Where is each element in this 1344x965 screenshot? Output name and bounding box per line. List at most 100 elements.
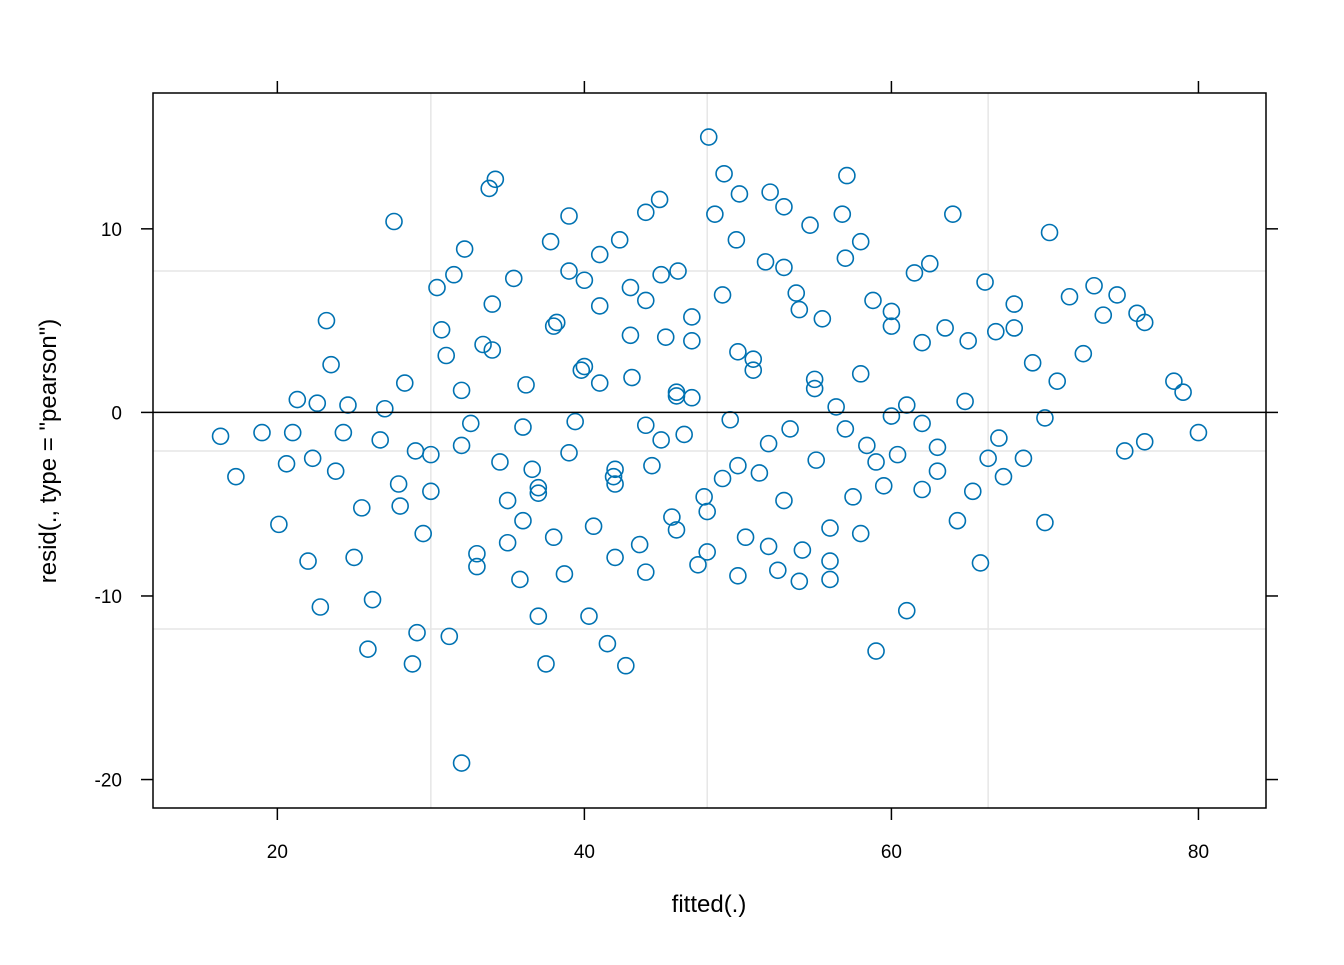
point [744, 361, 763, 379]
point [821, 519, 839, 537]
point [836, 249, 855, 268]
point [474, 335, 492, 354]
point [652, 265, 670, 284]
point [650, 190, 669, 209]
y-tick-label: -10 [95, 587, 122, 608]
point [428, 278, 446, 297]
point [928, 462, 947, 480]
point [801, 216, 819, 234]
point [303, 449, 322, 468]
point [253, 423, 271, 442]
point [775, 258, 793, 277]
point [769, 561, 787, 580]
point [445, 265, 463, 284]
point [452, 436, 471, 455]
point [371, 431, 390, 449]
point [363, 590, 382, 609]
point [756, 253, 775, 271]
point [1174, 383, 1192, 402]
point [897, 601, 916, 620]
point [643, 456, 661, 475]
point [277, 455, 296, 473]
point [560, 262, 578, 280]
point [308, 394, 327, 413]
point [575, 357, 594, 376]
point [511, 570, 529, 589]
point [721, 410, 740, 429]
point [606, 548, 624, 567]
point [1040, 223, 1059, 242]
point [452, 754, 471, 772]
point [928, 438, 947, 457]
point [920, 254, 939, 273]
point [744, 350, 763, 368]
point [352, 499, 371, 517]
point [455, 240, 474, 258]
point [541, 232, 560, 251]
point [833, 205, 852, 223]
point [630, 535, 649, 554]
point [976, 273, 994, 291]
point [729, 456, 747, 475]
point [211, 427, 230, 446]
point [905, 264, 924, 282]
point [675, 425, 693, 444]
point [480, 179, 499, 198]
point [636, 416, 655, 435]
point [948, 511, 967, 530]
y-tick-label: 0 [111, 403, 122, 424]
point [422, 482, 440, 501]
point [1036, 513, 1054, 532]
y-axis-label: resid(., type = "pearson") [35, 319, 62, 584]
point [408, 623, 426, 642]
point [836, 420, 855, 438]
point [781, 420, 799, 438]
point [838, 166, 856, 185]
point [636, 291, 655, 310]
plot-frame [152, 92, 1267, 809]
point [913, 480, 931, 499]
point [652, 431, 670, 449]
point [790, 300, 809, 319]
point [498, 491, 517, 510]
point [851, 365, 870, 383]
point [761, 183, 779, 201]
y-tick-label: -20 [95, 771, 122, 792]
point [790, 572, 809, 591]
point [391, 497, 409, 515]
point [689, 555, 707, 574]
point [359, 640, 377, 659]
point [821, 570, 839, 589]
point [283, 423, 302, 442]
point [1135, 432, 1154, 451]
point [403, 655, 422, 673]
point [598, 634, 617, 653]
point [544, 317, 563, 335]
point [956, 392, 974, 411]
point [575, 271, 594, 290]
point [414, 524, 432, 543]
point [994, 467, 1013, 486]
point [858, 436, 876, 455]
point [636, 563, 655, 581]
point [1165, 372, 1183, 391]
point [669, 262, 687, 280]
point [461, 414, 480, 433]
point [683, 388, 701, 407]
point [483, 341, 502, 359]
point [913, 333, 931, 352]
point [683, 332, 701, 350]
point [729, 566, 747, 585]
point [1005, 295, 1024, 313]
point [936, 319, 954, 337]
point [491, 453, 509, 471]
point [874, 477, 893, 495]
point [667, 387, 686, 405]
point [560, 443, 578, 462]
point [888, 445, 907, 464]
point [468, 544, 486, 563]
point [851, 232, 870, 251]
point [813, 309, 832, 328]
point [1135, 313, 1154, 332]
